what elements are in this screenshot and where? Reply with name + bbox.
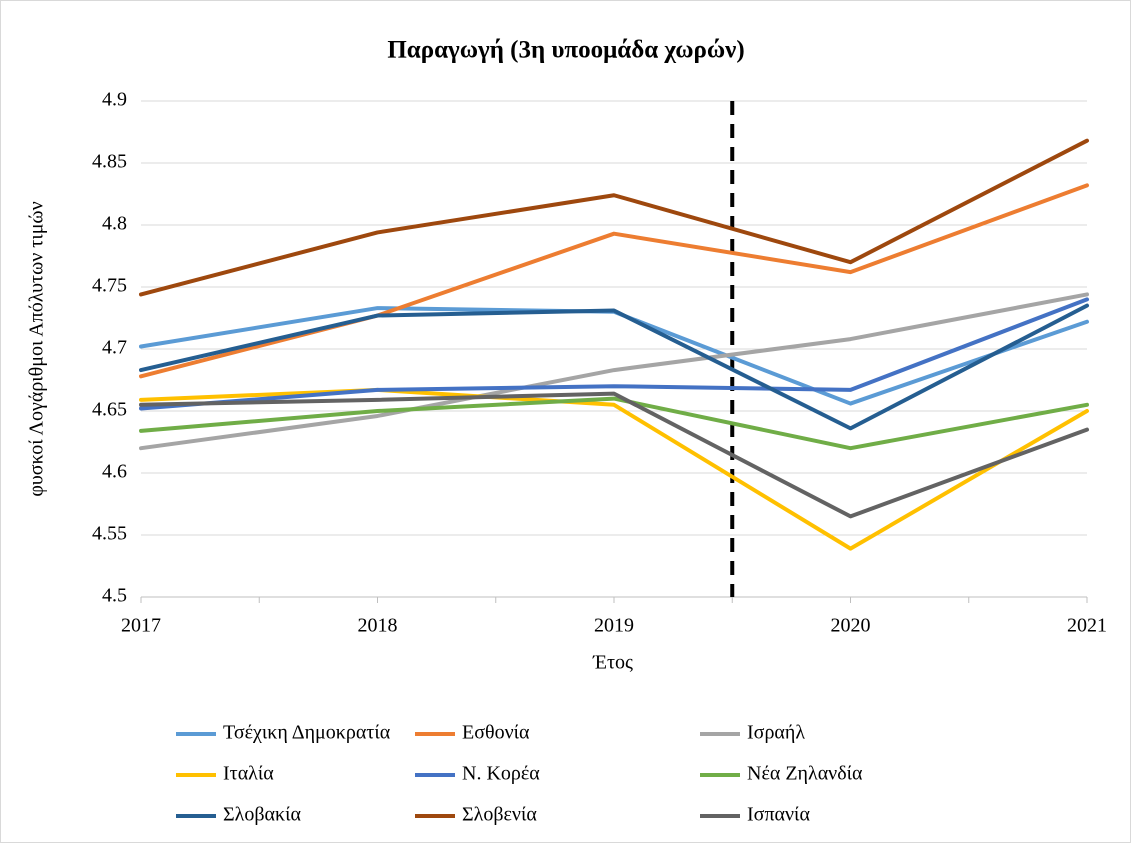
- y-tick-label: 4.5: [102, 585, 127, 607]
- series-line: [139, 396, 1089, 451]
- chart-title: Παραγωγή (3η υποομάδα χωρών): [387, 37, 744, 64]
- legend-label: Σλοβακία: [223, 804, 301, 826]
- series-line: [139, 391, 1089, 519]
- x-tick-label: 2019: [594, 615, 634, 637]
- legend-label: Ισπανία: [747, 804, 810, 826]
- series-line: [139, 183, 1089, 379]
- x-tick-label: 2021: [1067, 615, 1107, 637]
- y-tick-label: 4.6: [102, 461, 127, 483]
- y-tick-label: 4.9: [102, 89, 127, 111]
- legend-label: Εσθονία: [462, 722, 530, 744]
- legend-label: Τσέχικη Δημοκρατία: [223, 722, 391, 744]
- legend-label: Ισραήλ: [747, 722, 805, 744]
- series-line: [139, 292, 1089, 451]
- y-tick-label: 4.85: [92, 151, 127, 173]
- y-tick-label: 4.7: [102, 337, 127, 359]
- y-tick-label: 4.8: [102, 213, 127, 235]
- legend-label: Νέα Ζηλανδία: [747, 763, 863, 785]
- y-axis-label: φυσκοί Λογάριθμοι Απόλυτων τιμών: [26, 201, 48, 496]
- x-tick-label: 2018: [358, 615, 398, 637]
- y-tick-label: 4.65: [92, 399, 127, 421]
- y-tick-label: 4.55: [92, 523, 127, 545]
- series-line: [139, 297, 1089, 411]
- legend-label: Σλοβενία: [462, 804, 537, 826]
- series-line: [139, 303, 1089, 431]
- x-tick-label: 2020: [831, 615, 871, 637]
- legend-label: Ιταλία: [223, 763, 274, 785]
- legend-label: Ν. Κορέα: [462, 763, 540, 785]
- series-line: [139, 138, 1089, 297]
- x-axis-label: Έτος: [592, 652, 633, 674]
- series-line: [139, 387, 1089, 551]
- y-tick-label: 4.75: [92, 275, 127, 297]
- x-tick-label: 2017: [121, 615, 161, 637]
